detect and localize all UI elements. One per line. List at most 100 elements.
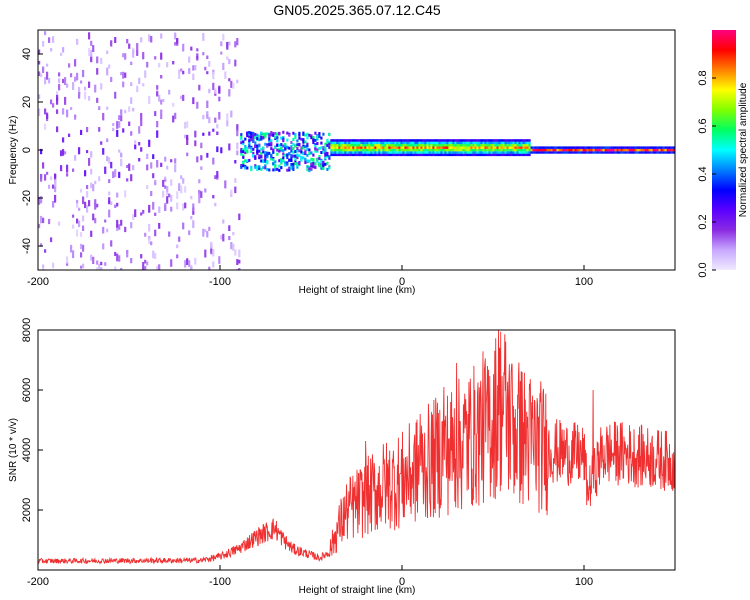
heatmap-cell (114, 169, 117, 178)
heatmap-cell (132, 214, 135, 220)
heatmap-cell (520, 141, 523, 145)
heatmap-cell (234, 178, 237, 183)
heatmap-cell (100, 261, 103, 266)
heatmap-cell (110, 40, 113, 47)
heatmap-cell (98, 127, 101, 132)
heatmap-cell (470, 146, 473, 149)
heatmap-cell (558, 148, 561, 152)
heatmap-cell (216, 146, 219, 153)
heatmap-cell (450, 146, 453, 149)
heatmap-cell (206, 55, 209, 60)
heatmap-cell (448, 148, 451, 152)
heatmap-cell (206, 231, 209, 238)
heatmap-cell (256, 165, 259, 169)
heatmap-cell (488, 148, 491, 152)
heatmap-cell (428, 151, 431, 154)
heatmap-cell (222, 233, 225, 242)
heatmap-cell (228, 225, 231, 231)
heatmap-cell (280, 144, 283, 148)
heatmap-cell (236, 79, 239, 84)
heatmap-cell (66, 164, 69, 173)
heatmap-cell (428, 153, 431, 157)
heatmap-cell (260, 131, 263, 135)
heatmap-cell (364, 141, 367, 145)
heatmap-cell (294, 133, 297, 136)
heatmap-cell (184, 122, 187, 129)
heatmap-cell (388, 139, 391, 142)
heatmap-cell (258, 149, 261, 153)
heatmap-cell (178, 69, 181, 73)
heatmap-cell (586, 146, 589, 149)
heatmap-cell (422, 144, 425, 147)
heatmap-cell (124, 226, 127, 233)
heatmap-cell (296, 165, 299, 169)
heatmap-cell (212, 157, 215, 165)
heatmap-cell (290, 144, 293, 148)
heatmap-cell (224, 180, 227, 189)
heatmap-cell (130, 258, 133, 264)
heatmap-cell (522, 139, 525, 142)
heatmap-cell (404, 148, 407, 152)
heatmap-cell (112, 127, 115, 132)
heatmap-cell (270, 147, 273, 151)
heatmap-cell (156, 91, 159, 97)
heatmap-cell (590, 146, 593, 149)
heatmap-cell (534, 151, 537, 154)
heatmap-cell (384, 153, 387, 157)
heatmap-cell (68, 63, 71, 68)
heatmap-cell (574, 146, 577, 149)
heatmap-cell (256, 149, 259, 153)
heatmap-cell (512, 153, 515, 157)
heatmap-cell (122, 71, 125, 79)
heatmap-cell (656, 151, 659, 154)
heatmap-cell (418, 153, 421, 157)
heatmap-cell (528, 153, 531, 157)
heatmap-cell (508, 141, 511, 145)
heatmap-cell (526, 141, 529, 145)
heatmap-cell (340, 144, 343, 147)
heatmap-cell (150, 191, 153, 197)
heatmap-cell (554, 151, 557, 154)
heatmap-cell (432, 151, 435, 154)
heatmap-cell (244, 145, 247, 148)
heatmap-cell (196, 56, 199, 61)
heatmap-cell (288, 168, 291, 172)
heatmap-cell (650, 146, 653, 149)
heatmap-cell (544, 151, 547, 154)
heatmap-cell (470, 141, 473, 145)
heatmap-cell (160, 33, 163, 39)
heatmap-cell (180, 95, 183, 100)
heatmap-cell (294, 159, 297, 163)
heatmap-cell (138, 77, 141, 84)
heatmap-cell (378, 144, 381, 147)
heatmap-cell (204, 188, 207, 193)
heatmap-cell (350, 153, 353, 157)
heatmap-cell (442, 141, 445, 145)
heatmap-cell (336, 139, 339, 142)
heatmap-cell (530, 148, 533, 152)
heatmap-cell (600, 148, 603, 152)
heatmap-cell (386, 139, 389, 142)
snr-x-tick-label: -100 (209, 576, 231, 588)
heatmap-cell (336, 141, 339, 145)
heatmap-cell (616, 146, 619, 149)
heatmap-cell (364, 153, 367, 157)
heatmap-cell (458, 144, 461, 147)
heatmap-cell (382, 144, 385, 147)
heatmap-cell (242, 164, 245, 168)
heatmap-cell (336, 146, 339, 149)
heatmap-cell (456, 144, 459, 147)
heatmap-cell (392, 148, 395, 152)
heatmap-cell (60, 150, 63, 157)
heatmap-cell (106, 50, 109, 54)
heatmap-cell (626, 146, 629, 149)
heatmap-cell (294, 135, 297, 139)
heatmap-cell (538, 148, 541, 152)
heatmap-cell (42, 41, 45, 47)
heatmap-cell (428, 139, 431, 142)
heatmap-cell (482, 144, 485, 147)
heatmap-cell (336, 148, 339, 152)
heatmap-cell (212, 261, 215, 268)
heatmap-cell (536, 146, 539, 149)
heatmap-cell (116, 129, 119, 137)
